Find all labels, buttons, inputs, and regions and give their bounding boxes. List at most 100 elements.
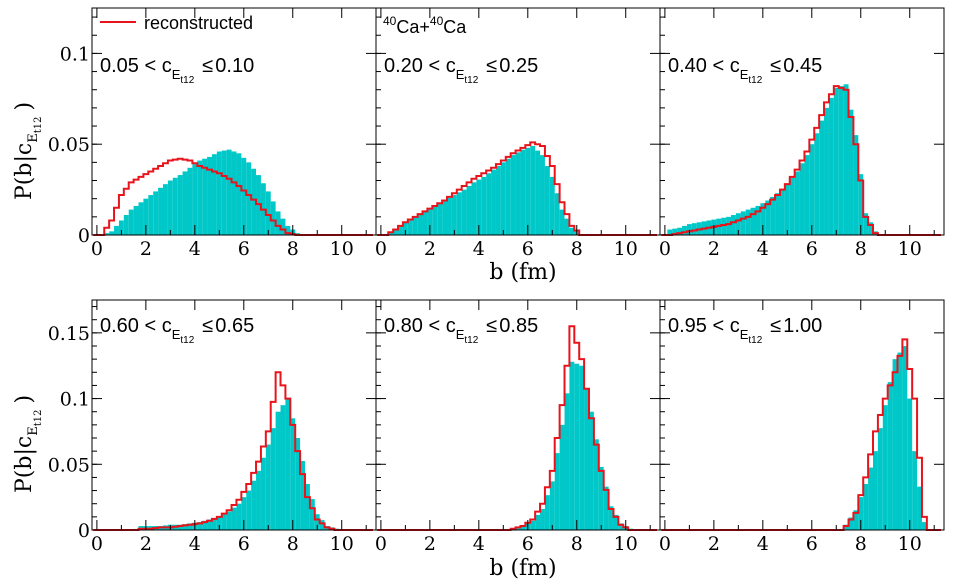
hist-bar <box>216 516 222 530</box>
hist-bar <box>853 135 859 235</box>
hist-bar <box>211 518 217 530</box>
hist-bar <box>877 428 883 530</box>
hist-bar <box>873 451 878 530</box>
hist-bar <box>442 200 447 235</box>
hist-bar <box>167 180 173 235</box>
hist-bar <box>677 227 683 235</box>
x-tick-label: 2 <box>424 238 436 260</box>
x-axis-title-top: b (fm) <box>489 260 556 285</box>
hist-bar <box>148 195 154 235</box>
y-tick-label: 0.05 <box>48 134 90 156</box>
recon-line <box>661 338 941 531</box>
hist-bar <box>804 155 810 235</box>
hist-bar <box>574 363 580 530</box>
y-tick-label: 0.05 <box>48 454 90 476</box>
system-annotation: 40Ca+40Ca <box>383 14 467 37</box>
hist-bar <box>569 227 575 235</box>
hist-bar <box>589 411 594 530</box>
hist-bar <box>402 222 408 235</box>
y-tick-label: 0 <box>78 225 90 247</box>
hist-bar <box>476 179 482 235</box>
hist-bar <box>779 188 785 235</box>
panel-frame <box>659 7 945 236</box>
panel-range-label: 0.80 < cEt12≤ 0.85 <box>384 315 538 346</box>
hist-bar <box>407 219 413 235</box>
hist-bar <box>192 164 198 235</box>
hist-bar <box>554 193 560 235</box>
annotation-base: Ca+ <box>396 17 430 37</box>
hist-bar <box>461 189 467 235</box>
hist-bar <box>828 97 834 235</box>
hist-bar <box>153 191 159 235</box>
hist-bar <box>265 444 271 530</box>
hist-bar <box>495 165 501 235</box>
x-tick-label: 2 <box>424 533 436 555</box>
hist-bar <box>598 466 604 530</box>
recon-line <box>377 141 657 236</box>
hist-bar <box>158 187 163 235</box>
panel-5 <box>377 325 657 531</box>
hist-bar <box>285 225 291 235</box>
x-tick-label: 4 <box>757 238 769 260</box>
hist-bar <box>887 382 893 530</box>
x-tick-label: 0 <box>659 238 671 260</box>
x-tick-label: 2 <box>708 533 720 555</box>
hist-bar <box>393 229 399 235</box>
hist-bar <box>559 424 565 530</box>
hist-bar <box>593 439 599 530</box>
hist-bar <box>123 215 129 235</box>
hist-bar <box>760 203 766 235</box>
hist-bar <box>118 220 124 235</box>
hist-bar <box>437 203 443 235</box>
hist-bar <box>128 209 134 235</box>
hist-bar <box>207 156 212 235</box>
hist-bar <box>231 507 237 530</box>
x-tick-label: 2 <box>140 533 152 555</box>
panel-3 <box>661 84 941 236</box>
hist-bar <box>530 146 536 235</box>
panel-2 <box>377 141 657 236</box>
hist-bar <box>799 163 805 235</box>
recon-line <box>93 371 373 531</box>
x-tick-label: 8 <box>571 238 583 260</box>
hist-bar <box>211 154 217 235</box>
panel-1 <box>93 149 373 236</box>
svg-text:P(b|cEt12): P(b|cEt12) <box>12 395 44 493</box>
hist-bar <box>246 490 252 530</box>
hist-bar <box>412 216 418 235</box>
hist-bar <box>172 177 178 235</box>
hist-bar <box>843 84 849 236</box>
hist-bar <box>486 173 492 235</box>
hist-bar <box>280 218 286 235</box>
hist-bar <box>505 158 511 235</box>
hist-bar <box>775 193 780 235</box>
y-tick-label: 0.1 <box>60 43 90 65</box>
frame-layer: 0 2 4 6 8 10 0 0.05 0.1 0.05 < cEt12≤ 0.10 0 2 4 6 8 10 0… <box>48 7 945 555</box>
hist-bar <box>447 197 452 235</box>
x-tick-label: 4 <box>757 533 769 555</box>
hist-bar <box>755 205 761 235</box>
hist-bar <box>530 520 536 530</box>
x-tick-label: 10 <box>614 238 638 260</box>
hist-bar <box>451 195 457 235</box>
hist-bar <box>109 231 115 235</box>
hist-bar <box>417 214 423 235</box>
hist-bar <box>177 175 183 235</box>
x-axis-title-bottom: b (fm) <box>489 556 556 581</box>
hist-bar <box>500 162 506 235</box>
hist-bar <box>770 196 776 235</box>
hist-bar <box>177 524 183 530</box>
panel-range-label: 0.95 < cEt12≤ 1.00 <box>668 315 822 346</box>
hist-bar <box>231 151 237 235</box>
hist-bar <box>784 184 790 235</box>
x-tick-label: 8 <box>287 238 299 260</box>
hist-bar <box>515 152 521 235</box>
hist-bar <box>912 451 918 530</box>
hist-bar <box>270 428 276 530</box>
hist-bar <box>515 527 521 530</box>
hist-bar <box>270 201 276 235</box>
hist-bar <box>544 165 550 235</box>
y-axis-title-suffix: ) <box>12 395 37 404</box>
x-tick-label: 6 <box>238 533 250 555</box>
